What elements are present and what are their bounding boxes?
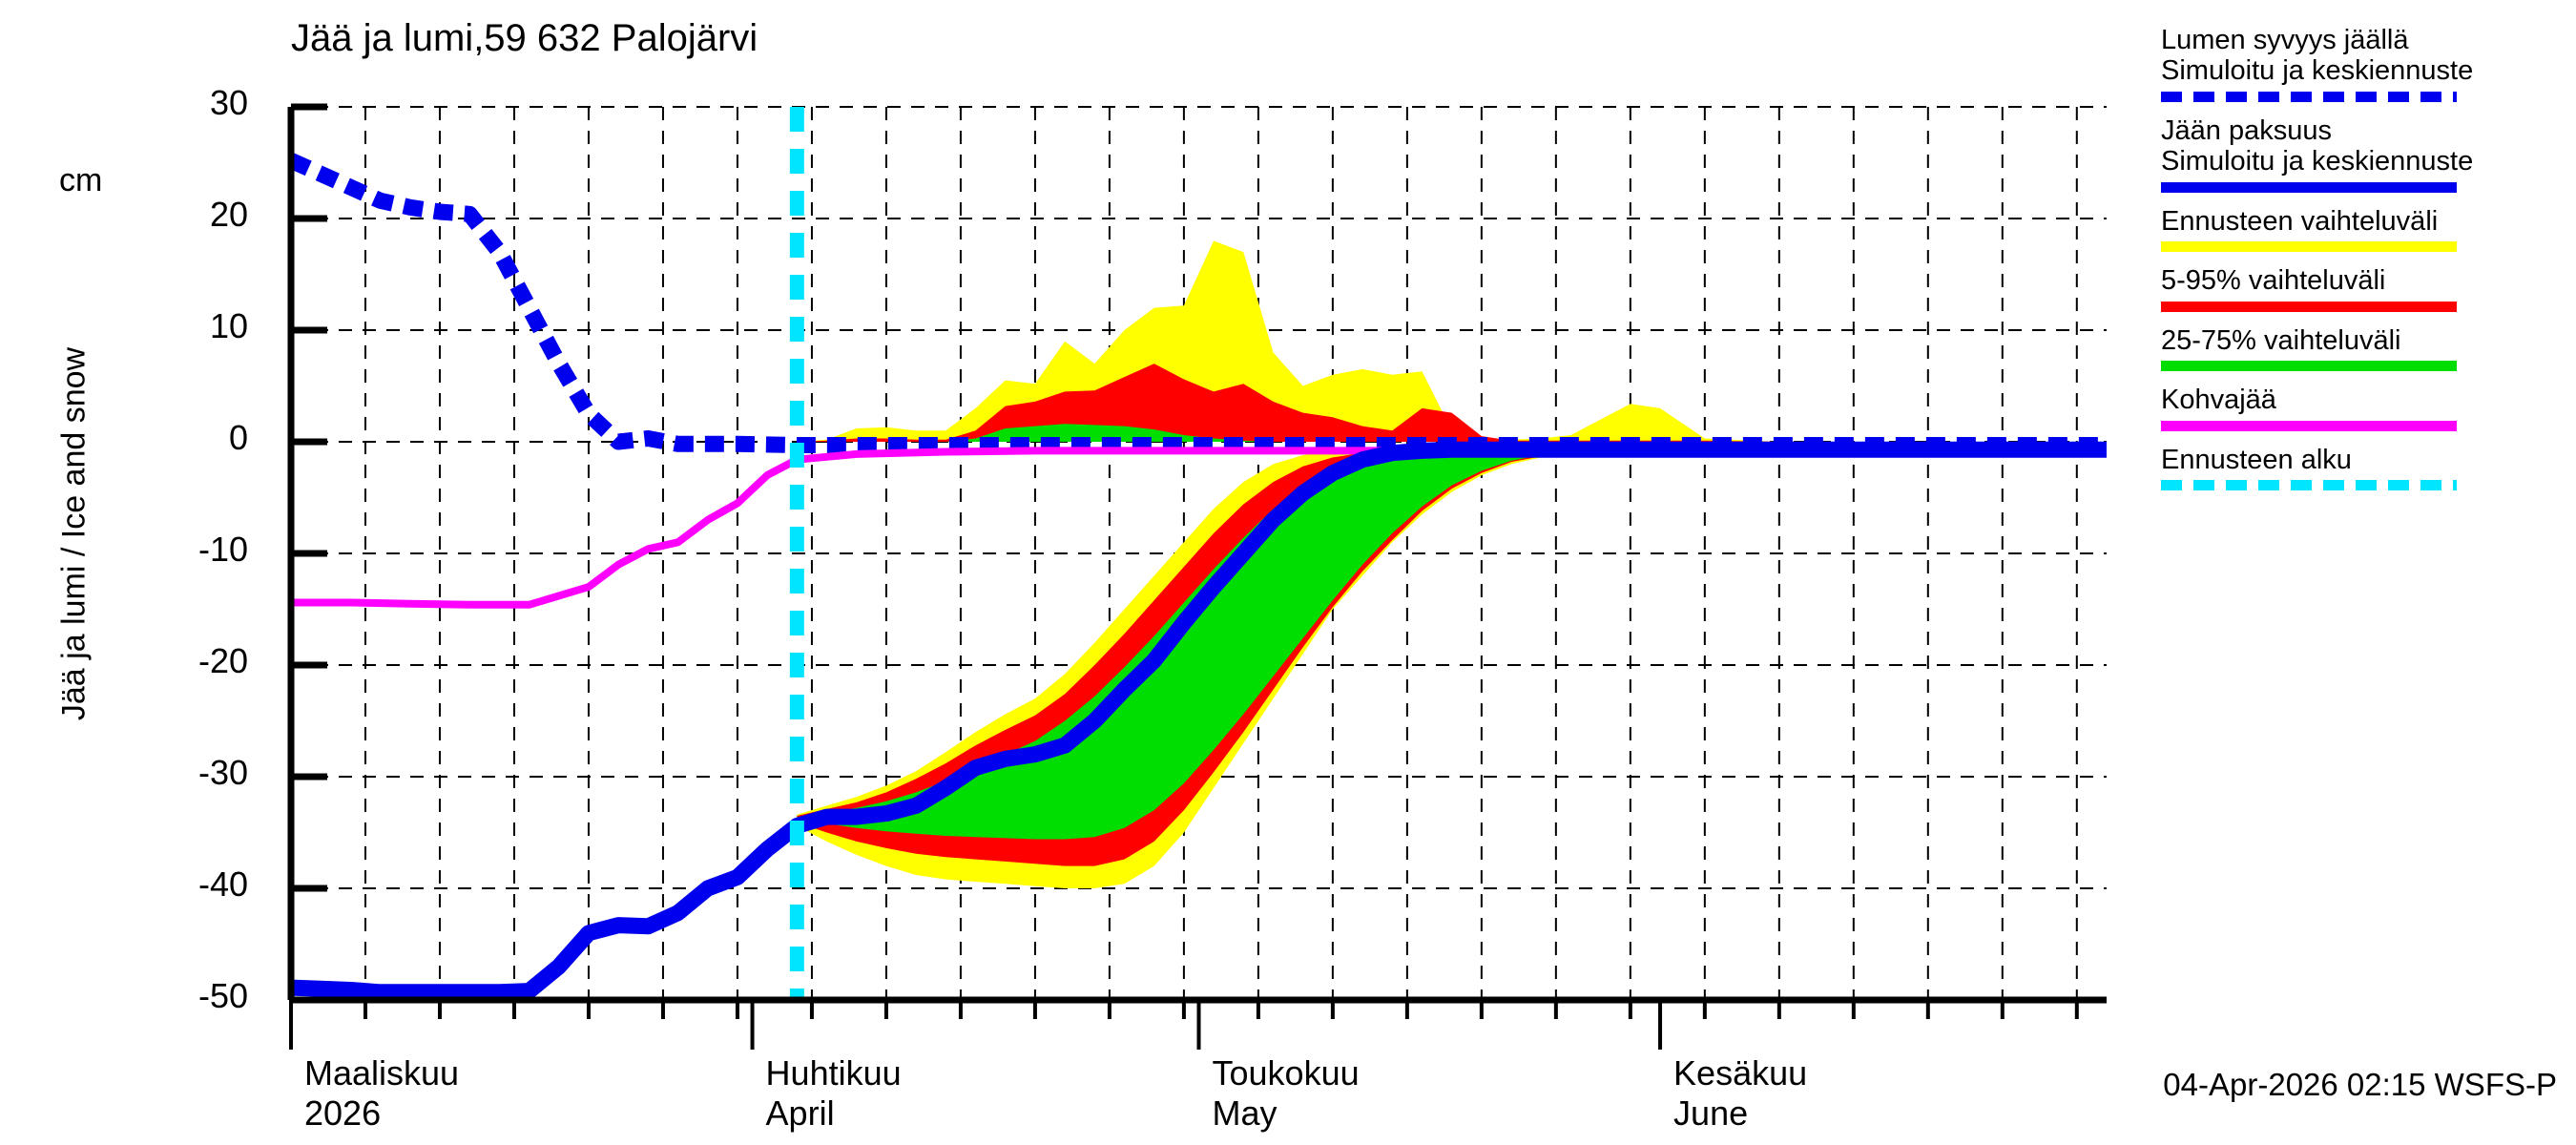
- legend-item-forecast-range: Ennusteen vaihteluväli: [2161, 205, 2562, 253]
- legend-label: Lumen syvyys jäällä: [2161, 25, 2409, 55]
- legend-item-range-25-75: 25-75% vaihteluväli: [2161, 324, 2562, 372]
- legend-swatch-range-5-95: [2161, 301, 2457, 312]
- timestamp-label: 04-Apr-2026 02:15 WSFS-P: [2163, 1067, 2557, 1102]
- legend-sublabel: Simuloitu ja keskiennuste: [2161, 55, 2474, 87]
- legend-swatch-forecast-range: [2161, 241, 2457, 253]
- band-25-75-ice: [797, 449, 2107, 840]
- legend-item-snow-depth: Lumen syvyys jäällä Simuloitu ja keskienn…: [2161, 25, 2562, 102]
- legend-item-range-5-95: 5-95% vaihteluväli: [2161, 265, 2562, 312]
- y-tick-label: -30: [197, 753, 248, 792]
- legend-label: Kohvajää: [2161, 385, 2276, 416]
- x-tick-label: Toukokuu May: [1212, 1053, 1360, 1133]
- legend-sublabel: Simuloitu ja keskiennuste: [2161, 146, 2474, 177]
- legend-swatch-kohvajaa: [2161, 420, 2457, 431]
- legend-label: Ennusteen alku: [2161, 444, 2352, 475]
- x-tick-label: Maaliskuu 2026: [304, 1053, 460, 1133]
- legend-swatch-ice-thickness: [2161, 181, 2457, 193]
- x-tick-label: Huhtikuu April: [765, 1053, 902, 1133]
- y-tick-label: 30: [209, 83, 248, 122]
- page-title: Jää ja lumi,59 632 Palojärvi: [291, 17, 758, 59]
- y-axis-unit: cm: [59, 162, 103, 198]
- band-forecast-range-snow: [797, 240, 2003, 442]
- legend-label: 25-75% vaihteluväli: [2161, 324, 2401, 356]
- legend-label: Jään paksuus: [2161, 114, 2332, 146]
- y-tick-label: -10: [197, 530, 248, 569]
- y-tick-label: 20: [209, 195, 248, 234]
- y-tick-label: 0: [228, 418, 248, 457]
- legend-label: 5-95% vaihteluväli: [2161, 265, 2386, 297]
- legend-swatch-range-25-75: [2161, 361, 2457, 372]
- legend-swatch-forecast-start: [2161, 480, 2457, 491]
- legend-label: Ennusteen vaihteluväli: [2161, 205, 2439, 237]
- band-5-95-snow: [797, 364, 2003, 442]
- series-line-lumen-syvyys-j-ll-: [287, 153, 2107, 453]
- y-tick-label: -50: [197, 976, 248, 1015]
- x-tick-label: Kesäkuu June: [1673, 1053, 1808, 1133]
- legend-item-forecast-start: Ennusteen alku: [2161, 444, 2562, 491]
- y-tick-label: 10: [209, 306, 248, 345]
- y-tick-label: -20: [197, 641, 248, 680]
- chart-legend: Lumen syvyys jäällä Simuloitu ja keskienn…: [2161, 25, 2562, 504]
- legend-swatch-snow-depth: [2161, 91, 2457, 102]
- y-tick-label: -40: [197, 864, 248, 904]
- series-line-j-n-paksuus: [290, 441, 2107, 1001]
- band-25-75-snow: [797, 424, 2003, 442]
- legend-item-ice-thickness: Jään paksuus Simuloitu ja keskiennuste: [2161, 115, 2562, 193]
- legend-item-kohvajaa: Kohvajää: [2161, 385, 2562, 431]
